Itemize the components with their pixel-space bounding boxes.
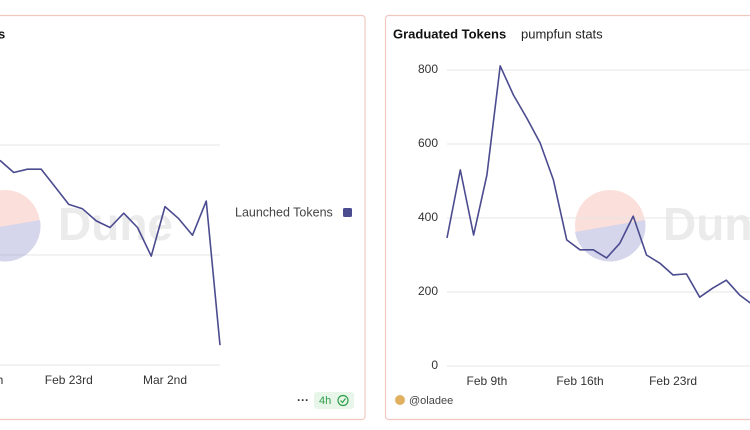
watermark-logo bbox=[575, 190, 645, 260]
chart-title: s bbox=[0, 26, 5, 41]
left-panel bbox=[0, 14, 366, 421]
watermark-logo bbox=[0, 220, 41, 262]
watermark-logo bbox=[0, 190, 40, 260]
refresh-badge-text: 4h bbox=[319, 395, 331, 407]
watermark-left: Dune bbox=[0, 190, 173, 262]
author[interactable]: @oladee bbox=[409, 395, 453, 407]
author-avatar bbox=[395, 395, 405, 405]
y-tick-label: 400 bbox=[418, 210, 438, 224]
x-tick-label: Feb 16th bbox=[556, 374, 603, 388]
y-tick-label: 200 bbox=[418, 284, 438, 298]
watermark-text: Dune bbox=[663, 198, 750, 250]
legend-swatch bbox=[343, 208, 352, 217]
x-tick-label: h bbox=[0, 373, 3, 387]
check-icon bbox=[340, 398, 346, 404]
check-icon bbox=[337, 394, 349, 407]
y-tick-label: 800 bbox=[418, 62, 438, 76]
x-tick-label: Feb 9th bbox=[467, 374, 508, 388]
chart-title: Graduated Tokens bbox=[393, 26, 506, 41]
refresh-badge[interactable] bbox=[314, 392, 354, 409]
chart-subtitle: pumpfun stats bbox=[521, 26, 603, 41]
y-tick-label: 0 bbox=[431, 358, 438, 372]
watermark-right: Dune bbox=[575, 190, 750, 262]
x-tick-label: Feb 23rd bbox=[45, 373, 93, 387]
y-tick-label: 600 bbox=[418, 136, 438, 150]
series-line bbox=[446, 65, 750, 304]
series-line bbox=[0, 159, 221, 346]
watermark-logo bbox=[575, 220, 646, 262]
legend-label: Launched Tokens bbox=[235, 205, 333, 219]
x-tick-label: Feb 23rd bbox=[649, 374, 697, 388]
menu-icon[interactable]: ··· bbox=[297, 393, 309, 407]
x-tick-label: Mar 2nd bbox=[143, 373, 187, 387]
